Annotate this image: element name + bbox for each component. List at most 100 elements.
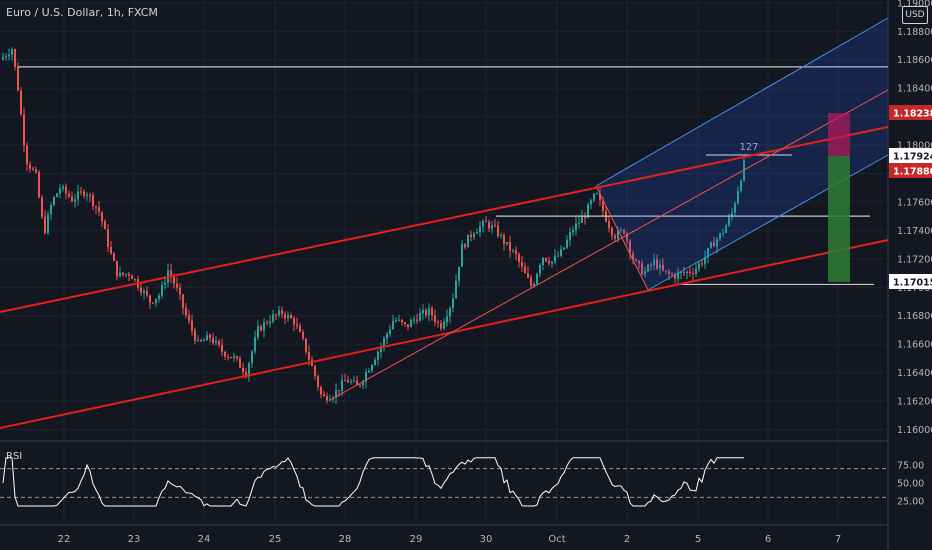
candle-body <box>290 315 292 319</box>
price-tick-label: 1.16400 <box>897 368 932 379</box>
price-label-red: 1.18238 <box>893 109 932 120</box>
candle-body <box>269 321 271 324</box>
candle-body <box>467 234 469 248</box>
candle-body <box>473 233 475 237</box>
candle-body <box>305 338 307 353</box>
candle-body <box>674 274 676 279</box>
candle-body <box>245 372 247 377</box>
candle-body <box>446 316 448 323</box>
candle-body <box>176 283 178 288</box>
candle-body <box>110 246 112 254</box>
candle-body <box>629 240 631 254</box>
candle-body <box>221 344 223 352</box>
candle-body <box>17 66 19 91</box>
candle-body <box>638 260 640 264</box>
time-axis[interactable]: 22 23 24 25 28 29 30 Oct 2 5 6 7 <box>58 534 842 545</box>
candle-body <box>389 329 391 334</box>
candle-body <box>236 356 238 359</box>
candle-body <box>506 241 508 244</box>
candle-body <box>374 359 376 365</box>
candle-body <box>158 295 160 299</box>
candle-body <box>278 310 280 315</box>
candle-body <box>188 315 190 321</box>
price-tick-label: 1.16200 <box>897 397 932 408</box>
candle-body <box>635 259 637 261</box>
candle-body <box>548 261 550 264</box>
candle-body <box>206 334 208 341</box>
candle-body <box>347 380 349 383</box>
candle-body <box>668 271 670 274</box>
candle-body <box>707 248 709 258</box>
time-tick-label: 25 <box>269 534 282 545</box>
candle-body <box>410 320 412 328</box>
time-tick-label: 28 <box>339 534 352 545</box>
candle-body <box>350 381 352 383</box>
candle-body <box>599 193 601 201</box>
candle-body <box>596 193 598 195</box>
candle-body <box>533 283 535 286</box>
candle-body <box>287 315 289 319</box>
candle-body <box>251 351 253 364</box>
candle-body <box>488 221 490 229</box>
candle-body <box>731 212 733 218</box>
candle-body <box>80 191 82 193</box>
price-pane[interactable] <box>2 47 745 405</box>
candle-body <box>380 346 382 352</box>
candle-body <box>500 234 502 236</box>
candle-body <box>566 239 568 248</box>
candle-body <box>344 380 346 382</box>
candle-body <box>20 90 22 115</box>
candle-body <box>53 197 55 205</box>
candle-body <box>704 257 706 264</box>
price-axis[interactable]: 1.190001.188001.186001.184001.182001.180… <box>889 0 932 508</box>
candle-body <box>368 370 370 373</box>
candle-body <box>74 199 76 202</box>
rsi-label: RSI <box>6 451 23 462</box>
candle-body <box>98 207 100 213</box>
pitchfork-channel <box>596 18 888 290</box>
candle-body <box>695 268 697 274</box>
candle-body <box>641 263 643 275</box>
candle-body <box>671 273 673 275</box>
candle-body <box>581 216 583 223</box>
candle-body <box>140 287 142 293</box>
candle-body <box>437 322 439 324</box>
candle-body <box>422 309 424 314</box>
candle-body <box>611 227 613 236</box>
candle-body <box>32 168 34 170</box>
price-label-red: 1.17880 <box>893 167 932 178</box>
candle-body <box>89 194 91 196</box>
rsi-tick-label: 25.00 <box>897 497 924 508</box>
pitchfork-upper-line <box>595 17 889 187</box>
candle-body <box>584 216 586 218</box>
candle-body <box>554 255 556 262</box>
candle-body <box>77 191 79 200</box>
candle-body <box>47 214 49 233</box>
price-label-box <box>889 163 932 178</box>
candle-body <box>698 263 700 269</box>
price-label-box <box>889 274 932 289</box>
upper-trendline <box>0 126 889 313</box>
currency-label[interactable]: USD <box>902 6 928 24</box>
candle-body <box>434 315 436 323</box>
candle-body <box>575 223 577 231</box>
candle-body <box>260 326 262 331</box>
candle-body <box>617 230 619 239</box>
candle-body <box>557 255 559 257</box>
candle-body <box>179 287 181 295</box>
candle-body <box>275 314 277 316</box>
candle-body <box>5 56 7 58</box>
price-label-white: 1.17924 <box>893 152 932 163</box>
candle-body <box>710 242 712 249</box>
candle-body <box>203 340 205 342</box>
price-tick-label: 1.16000 <box>897 425 932 436</box>
candle-body <box>152 302 154 304</box>
price-label-box <box>889 148 932 163</box>
candle-body <box>416 319 418 321</box>
chart-drawings[interactable]: 127 <box>0 17 889 429</box>
candle-body <box>155 298 157 303</box>
candle-body <box>623 229 625 234</box>
